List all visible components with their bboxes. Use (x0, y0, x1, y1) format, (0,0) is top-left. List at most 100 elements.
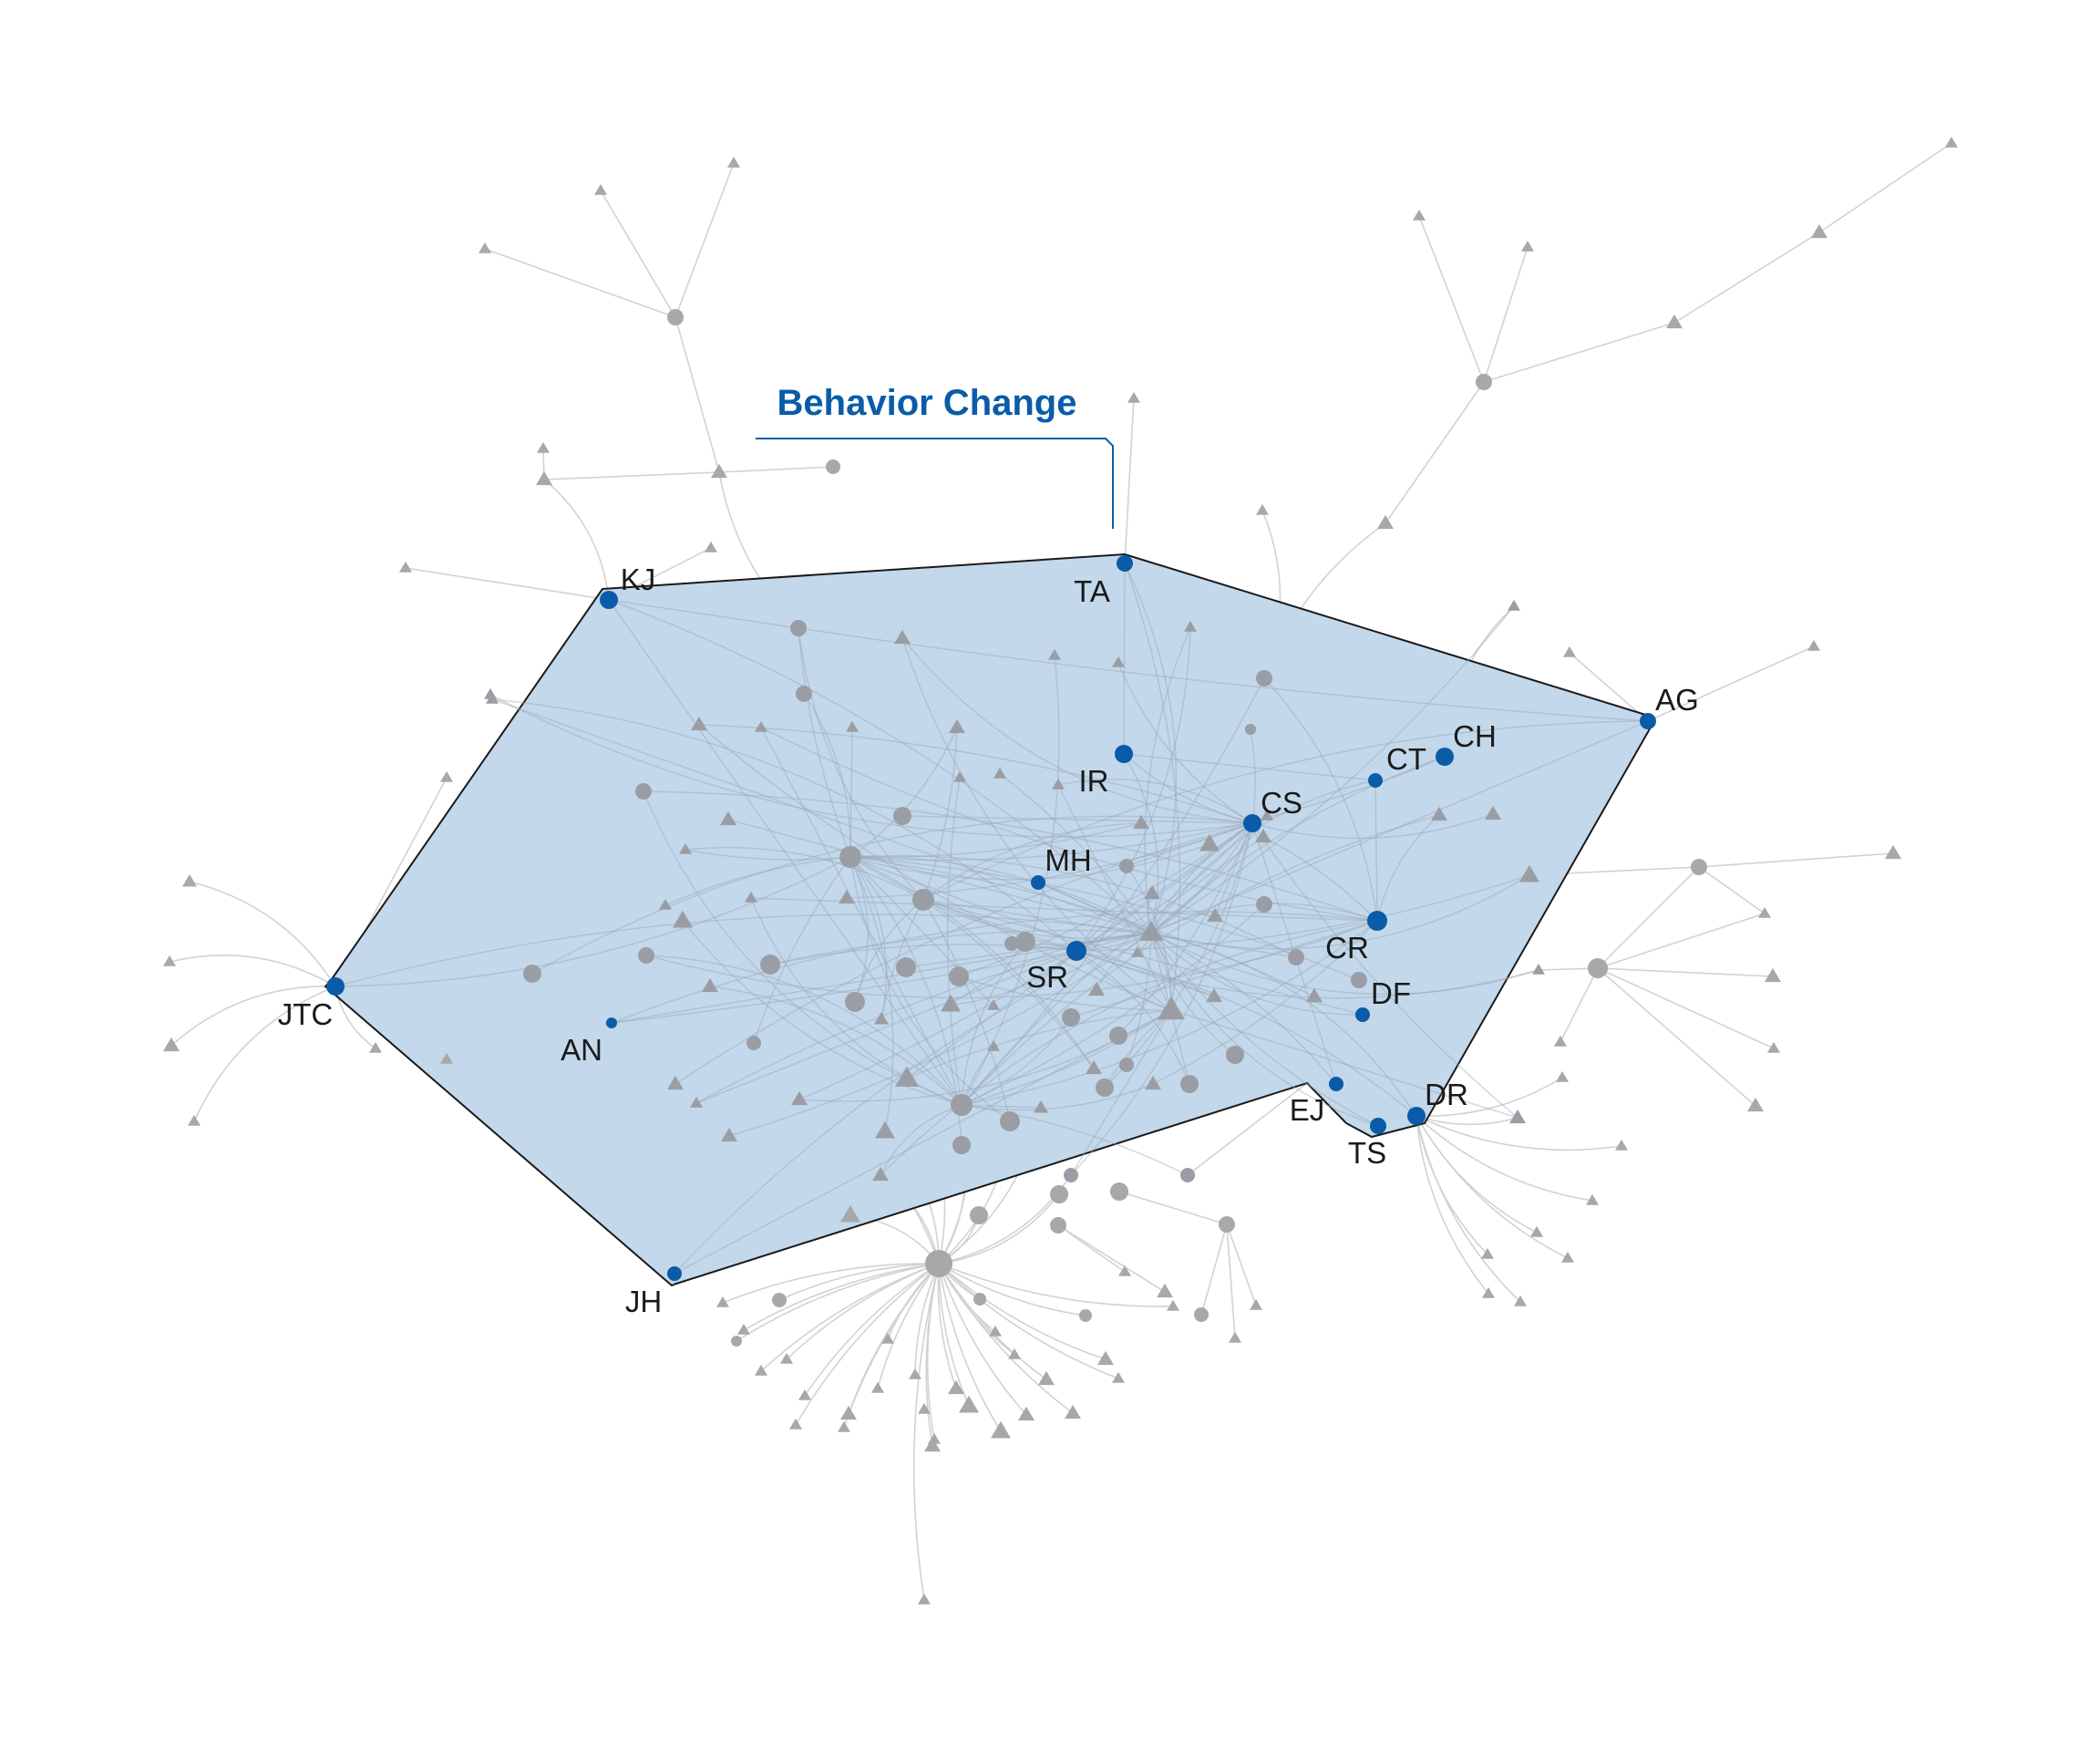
circle-node (638, 947, 654, 964)
edge (769, 929, 1152, 965)
circle-node (667, 309, 684, 325)
triangle-node (1207, 907, 1223, 923)
circle-node (912, 889, 934, 911)
edge (1415, 1115, 1488, 1255)
triangle-node (1034, 1099, 1048, 1113)
edge (1251, 822, 1518, 1119)
edge (849, 856, 1095, 1069)
edge (674, 822, 1253, 1085)
edge (1150, 932, 1236, 1056)
edge (743, 1263, 940, 1331)
edge (946, 777, 962, 1106)
triangle-node (1199, 833, 1220, 852)
triangle-node (1485, 805, 1501, 821)
triangle-node (1521, 240, 1534, 252)
triangle-node (1519, 864, 1539, 883)
edge (1187, 1082, 1308, 1176)
edge (1150, 822, 1253, 934)
triangle-node (1261, 809, 1273, 821)
triangle-node (711, 463, 727, 479)
circle-node (1219, 1216, 1235, 1233)
edge (1076, 626, 1191, 952)
edge (608, 599, 1152, 934)
edge (804, 1263, 940, 1397)
circle-node (951, 1094, 973, 1116)
triangle-node (928, 1432, 941, 1444)
triangle-node (1158, 996, 1185, 1020)
node-label-ir: IR (1079, 764, 1109, 798)
circle-node (635, 783, 652, 800)
triangle-node (949, 718, 965, 734)
edge (906, 1009, 1172, 1079)
triangle-node (1508, 599, 1520, 611)
edge (1415, 1115, 1622, 1151)
triangle-node (1250, 1298, 1262, 1310)
edge (1150, 779, 1376, 934)
node-ta (1117, 555, 1133, 572)
triangle-node (1048, 648, 1061, 660)
edge (798, 822, 1253, 1100)
edge (786, 1263, 940, 1360)
circle-node (1245, 724, 1256, 735)
triangle-node (399, 561, 412, 573)
triangle-node (1112, 1371, 1125, 1383)
triangle-node (721, 1127, 737, 1142)
edge (1698, 866, 1765, 914)
triangle-node (755, 720, 767, 732)
circle-node (1288, 949, 1304, 965)
edge (1415, 1077, 1563, 1117)
triangle-node (1482, 1286, 1495, 1298)
edge (722, 1263, 940, 1304)
triangle-node (486, 692, 499, 704)
edge (961, 814, 1440, 1106)
triangle-node (798, 1389, 811, 1400)
edge (1150, 932, 1379, 1127)
triangle-node (1431, 806, 1447, 821)
triangle-node (594, 183, 607, 195)
edge (1560, 967, 1599, 1043)
edge (489, 694, 1253, 838)
triangle-node (1184, 620, 1197, 632)
inner-edges-layer (335, 563, 1649, 1275)
circle-node (523, 965, 541, 983)
edge (1597, 866, 1700, 969)
edge (922, 899, 1297, 958)
edge (849, 856, 888, 1020)
triangle-node (1532, 963, 1545, 975)
triangle-node (1008, 1347, 1021, 1359)
edge (1124, 563, 1177, 934)
triangle-node (691, 716, 707, 731)
triangle-node (440, 770, 453, 782)
triangle-node (1561, 1251, 1574, 1263)
triangle-node (1167, 1299, 1179, 1311)
circle-node (893, 807, 911, 825)
edge (674, 316, 720, 473)
highlight-nodes-layer (326, 555, 1656, 1281)
edge (491, 698, 1152, 934)
node-ch (1436, 748, 1454, 766)
edge (849, 727, 958, 858)
node-ej (1329, 1077, 1343, 1091)
triangle-node (780, 1352, 793, 1364)
cluster-title-group: Behavior Change (756, 383, 1114, 529)
edge (849, 856, 1315, 997)
edge (1076, 950, 1417, 1117)
edge (1415, 1115, 1489, 1295)
edge (1076, 950, 1539, 999)
triangle-node (1131, 945, 1144, 957)
edge (849, 727, 853, 858)
edge (1057, 1224, 1126, 1273)
edge (1123, 753, 1253, 824)
node-mh (1031, 875, 1045, 890)
edge (1150, 932, 1417, 1117)
edge (846, 822, 1253, 899)
circle-node (790, 620, 807, 636)
edge (664, 856, 851, 906)
triangle-node (941, 994, 961, 1012)
triangle-node (1255, 828, 1271, 843)
triangle-node (690, 1096, 703, 1108)
cluster-title: Behavior Change (777, 383, 1077, 423)
circle-node (731, 1336, 742, 1347)
triangle-node (791, 1090, 808, 1106)
edge (961, 903, 1265, 1106)
